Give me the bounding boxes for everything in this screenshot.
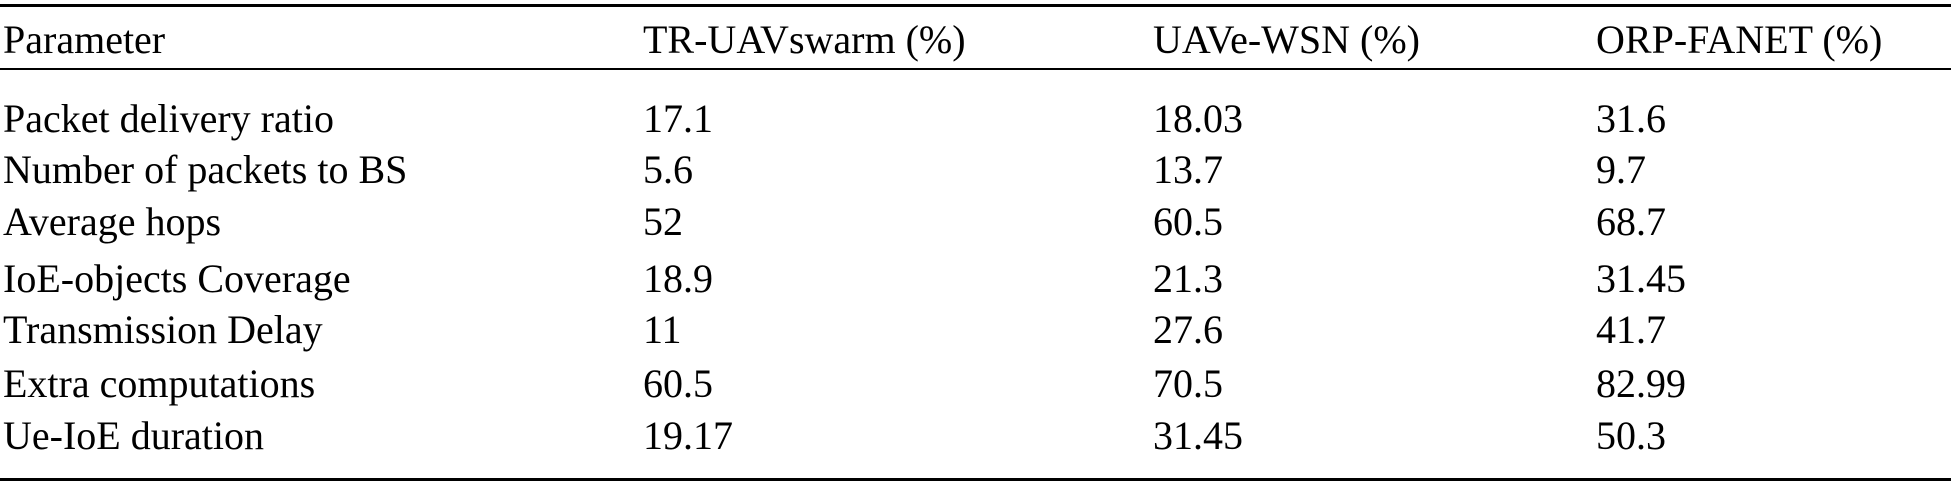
uave-wsn-cell: 70.5 bbox=[1153, 361, 1223, 406]
tr-uavswarm-cell: 19.17 bbox=[643, 413, 733, 458]
uave-wsn-cell: 18.03 bbox=[1153, 96, 1243, 141]
orp-fanet-cell: 31.6 bbox=[1596, 96, 1666, 141]
orp-fanet-cell: 50.3 bbox=[1596, 413, 1666, 458]
parameter-cell: Transmission Delay bbox=[3, 307, 323, 352]
orp-fanet-cell: 68.7 bbox=[1596, 199, 1666, 244]
header-parameter: Parameter bbox=[3, 17, 166, 62]
parameter-cell: IoE-objects Coverage bbox=[3, 256, 351, 301]
table-bottom-rule bbox=[0, 478, 1951, 481]
tr-uavswarm-cell: 5.6 bbox=[643, 147, 693, 192]
table-row: Packet delivery ratio 17.1 18.03 31.6 bbox=[0, 94, 1951, 144]
tr-uavswarm-cell: 52 bbox=[643, 199, 683, 244]
uave-wsn-cell: 13.7 bbox=[1153, 147, 1223, 192]
table-row: Ue-IoE duration 19.17 31.45 50.3 bbox=[0, 411, 1951, 461]
parameter-cell: Packet delivery ratio bbox=[3, 96, 334, 141]
header-uave-wsn: UAVe-WSN (%) bbox=[1153, 17, 1420, 62]
parameter-cell: Average hops bbox=[3, 199, 222, 244]
orp-fanet-cell: 31.45 bbox=[1596, 256, 1686, 301]
table-header-rule bbox=[0, 68, 1951, 70]
parameter-cell: Ue-IoE duration bbox=[3, 413, 265, 458]
table-header-row: Parameter TR-UAVswarm (%) UAVe-WSN (%) O… bbox=[0, 15, 1951, 65]
uave-wsn-cell: 31.45 bbox=[1153, 413, 1243, 458]
header-tr-uavswarm: TR-UAVswarm (%) bbox=[643, 17, 966, 62]
orp-fanet-cell: 41.7 bbox=[1596, 307, 1666, 352]
parameter-cell: Number of packets to BS bbox=[3, 147, 408, 192]
tr-uavswarm-cell: 17.1 bbox=[643, 96, 713, 141]
orp-fanet-cell: 82.99 bbox=[1596, 361, 1686, 406]
table-row: Transmission Delay 11 27.6 41.7 bbox=[0, 305, 1951, 355]
table-row: IoE-objects Coverage 18.9 21.3 31.45 bbox=[0, 254, 1951, 304]
uave-wsn-cell: 27.6 bbox=[1153, 307, 1223, 352]
table-row: Number of packets to BS 5.6 13.7 9.7 bbox=[0, 145, 1951, 195]
orp-fanet-cell: 9.7 bbox=[1596, 147, 1646, 192]
header-orp-fanet: ORP-FANET (%) bbox=[1596, 17, 1883, 62]
tr-uavswarm-cell: 11 bbox=[643, 307, 682, 352]
parameter-cell: Extra computations bbox=[3, 361, 316, 406]
uave-wsn-cell: 60.5 bbox=[1153, 199, 1223, 244]
table-row: Extra computations 60.5 70.5 82.99 bbox=[0, 359, 1951, 409]
uave-wsn-cell: 21.3 bbox=[1153, 256, 1223, 301]
tr-uavswarm-cell: 18.9 bbox=[643, 256, 713, 301]
tr-uavswarm-cell: 60.5 bbox=[643, 361, 713, 406]
table-top-rule bbox=[0, 4, 1951, 7]
table-row: Average hops 52 60.5 68.7 bbox=[0, 197, 1951, 247]
